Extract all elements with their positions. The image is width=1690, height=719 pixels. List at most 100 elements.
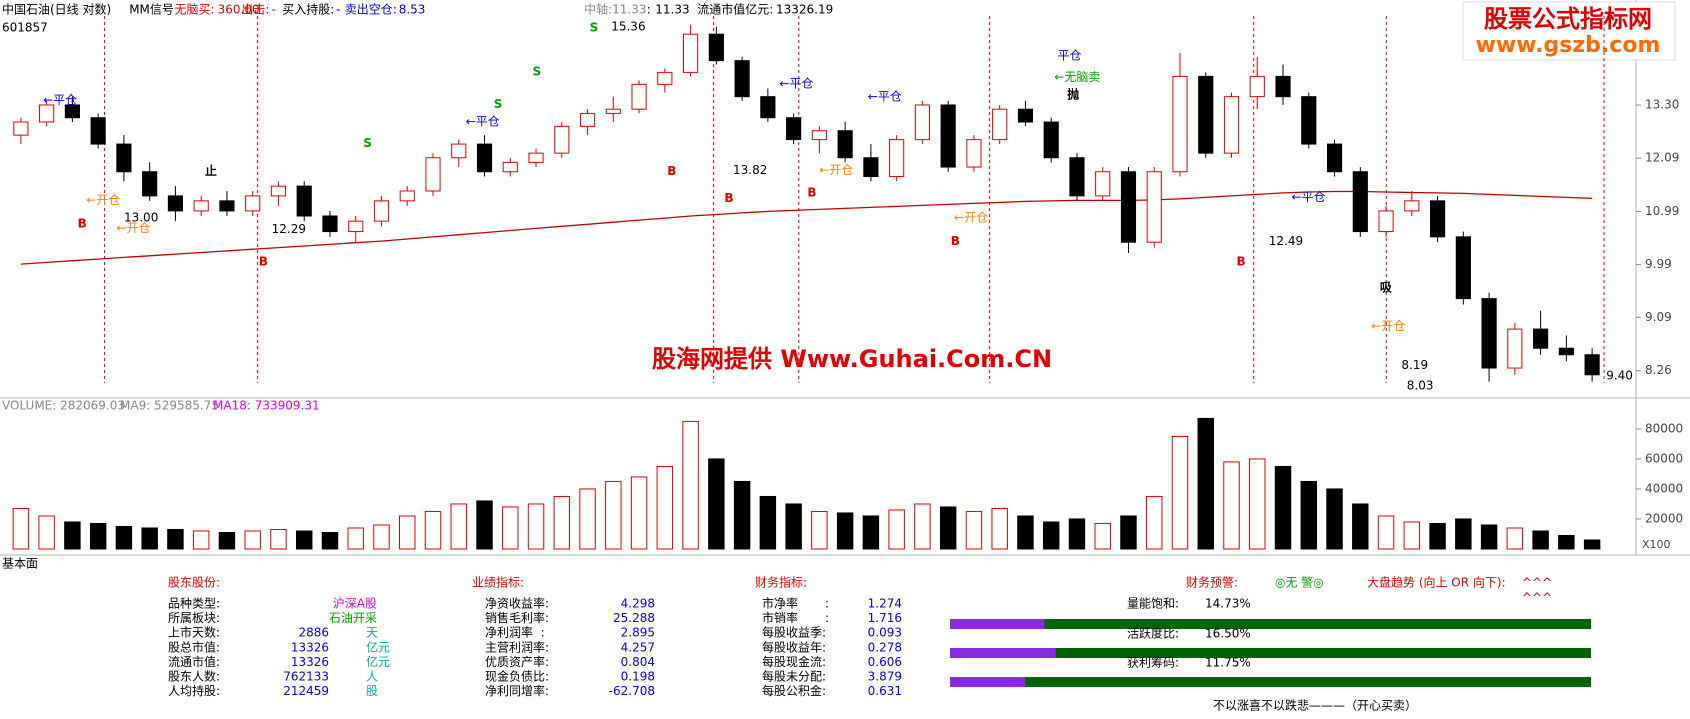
watermark-provider: 股海网提供 Www.Guhai.Com.CN bbox=[652, 345, 1052, 373]
volume-bar bbox=[527, 503, 545, 550]
signal-annotation: ←平仓 bbox=[779, 77, 813, 91]
candle-body bbox=[1558, 347, 1574, 356]
volume-bar bbox=[270, 528, 287, 550]
candle-body bbox=[1533, 328, 1549, 349]
candle-body bbox=[1326, 143, 1343, 173]
stock-code: 601857 bbox=[2, 21, 48, 35]
volume-bar bbox=[1429, 522, 1446, 550]
signal-annotation: S bbox=[590, 21, 599, 35]
y-tick-label: 80000 bbox=[1645, 421, 1683, 435]
volume-bar bbox=[914, 503, 931, 550]
signal-annotation: ←开仓 bbox=[116, 221, 150, 235]
candle-body bbox=[683, 33, 699, 73]
y-tick-label: 13.30 bbox=[1645, 97, 1679, 111]
signal-annotation: B bbox=[667, 164, 676, 178]
volume-bar bbox=[785, 503, 802, 550]
bar-track bbox=[950, 677, 1591, 687]
row-value: 4.298 bbox=[621, 597, 655, 611]
candle-body bbox=[39, 104, 55, 123]
signal-annotation: 12.49 bbox=[1269, 234, 1303, 248]
row-unit: 亿元 bbox=[366, 654, 390, 669]
candle-body bbox=[270, 185, 287, 197]
y-tick-label: 10.99 bbox=[1645, 204, 1679, 218]
volume-bar bbox=[553, 495, 571, 550]
volume-bar bbox=[38, 515, 55, 550]
volume-bar bbox=[630, 476, 648, 550]
candle-body bbox=[1275, 75, 1291, 98]
volume-bar bbox=[1300, 480, 1318, 550]
row-value: 13326 bbox=[291, 655, 329, 669]
candle-body bbox=[502, 161, 518, 173]
candle-body bbox=[940, 104, 956, 168]
volume-bar bbox=[399, 515, 416, 550]
volume-bar bbox=[1377, 515, 1395, 550]
signal-annotation: 8.19 bbox=[1401, 358, 1428, 372]
candle-body bbox=[1378, 210, 1394, 233]
volume-header: VOLUME: 282069.03 bbox=[2, 399, 125, 413]
volume-bar bbox=[1532, 530, 1549, 550]
candle-body bbox=[219, 200, 235, 212]
volume-bar bbox=[1274, 465, 1292, 550]
candle-body bbox=[296, 185, 312, 217]
signal-annotation: B bbox=[1236, 254, 1245, 268]
signal-annotation: 12.29 bbox=[272, 222, 306, 236]
signal-annotation: 止 bbox=[205, 163, 217, 178]
volume-bar bbox=[89, 522, 107, 550]
signal-annotation: ←平仓 bbox=[466, 114, 500, 128]
bar-label: 获利筹码: bbox=[1127, 656, 1179, 670]
row-label: 净利同增率: bbox=[485, 683, 549, 698]
volume-bar bbox=[708, 458, 725, 550]
watermark-box bbox=[1462, 1, 1676, 61]
candle-body bbox=[64, 104, 80, 119]
row-unit: 股 bbox=[366, 684, 378, 698]
signal-annotation: B bbox=[259, 254, 268, 268]
signal-annotation: 15.36 bbox=[611, 19, 645, 33]
volume-bar bbox=[424, 510, 442, 550]
volume-bar bbox=[502, 506, 519, 550]
candle-body bbox=[863, 157, 879, 177]
row-label: 所属板块: bbox=[168, 611, 220, 625]
volume-bar bbox=[1146, 495, 1163, 550]
signal-annotation: S bbox=[533, 65, 542, 79]
header-text: : bbox=[647, 3, 651, 17]
volume-bar bbox=[862, 515, 880, 550]
volume-bar bbox=[1403, 521, 1421, 550]
volume-bar bbox=[244, 530, 261, 550]
candle-body bbox=[657, 71, 673, 85]
candle-body bbox=[1455, 236, 1471, 300]
candle-body bbox=[1172, 75, 1188, 173]
signal-annotation: ←开仓 bbox=[86, 193, 120, 207]
header-text: 卖出空仓: bbox=[345, 3, 397, 17]
header-text: 360.00 bbox=[218, 3, 260, 17]
volume-bar bbox=[656, 465, 674, 550]
header-text: - bbox=[336, 3, 340, 17]
candle-body bbox=[837, 130, 853, 159]
row-value: 0.093 bbox=[868, 626, 902, 640]
candle-body bbox=[1481, 298, 1497, 369]
header-text: 中国石油(日线 对数) bbox=[2, 2, 111, 17]
watermark-url: www.gszb.com bbox=[1476, 33, 1661, 58]
signal-annotation: 13.00 bbox=[124, 210, 158, 224]
header-text: 出击: bbox=[241, 3, 269, 17]
volume-header: MA18: 733909.31 bbox=[213, 399, 320, 413]
row-label: 上市天数: bbox=[168, 625, 220, 640]
volume-bar bbox=[218, 531, 236, 550]
signal-annotation: ←开仓 bbox=[954, 210, 988, 224]
header-text: MM信号 bbox=[129, 3, 174, 17]
volume-bar bbox=[1326, 488, 1343, 550]
volume-bar bbox=[1094, 522, 1111, 550]
volume-bar bbox=[295, 530, 313, 550]
candle-body bbox=[1249, 75, 1265, 98]
ma-line bbox=[20, 190, 1593, 265]
volume-bar bbox=[1352, 503, 1369, 550]
volume-bar bbox=[1017, 515, 1034, 550]
row-label: 现金负债比: bbox=[485, 669, 549, 684]
row-label: 销售毛利率: bbox=[485, 610, 549, 625]
candle-body bbox=[1043, 121, 1059, 159]
signal-annotation: ←平仓 bbox=[868, 90, 902, 104]
volume-bar bbox=[1480, 524, 1498, 550]
volume-bar bbox=[347, 527, 364, 550]
bar-value: 14.73% bbox=[1205, 597, 1251, 611]
signal-annotation: 13.82 bbox=[733, 163, 767, 177]
candle-body bbox=[1429, 200, 1446, 238]
